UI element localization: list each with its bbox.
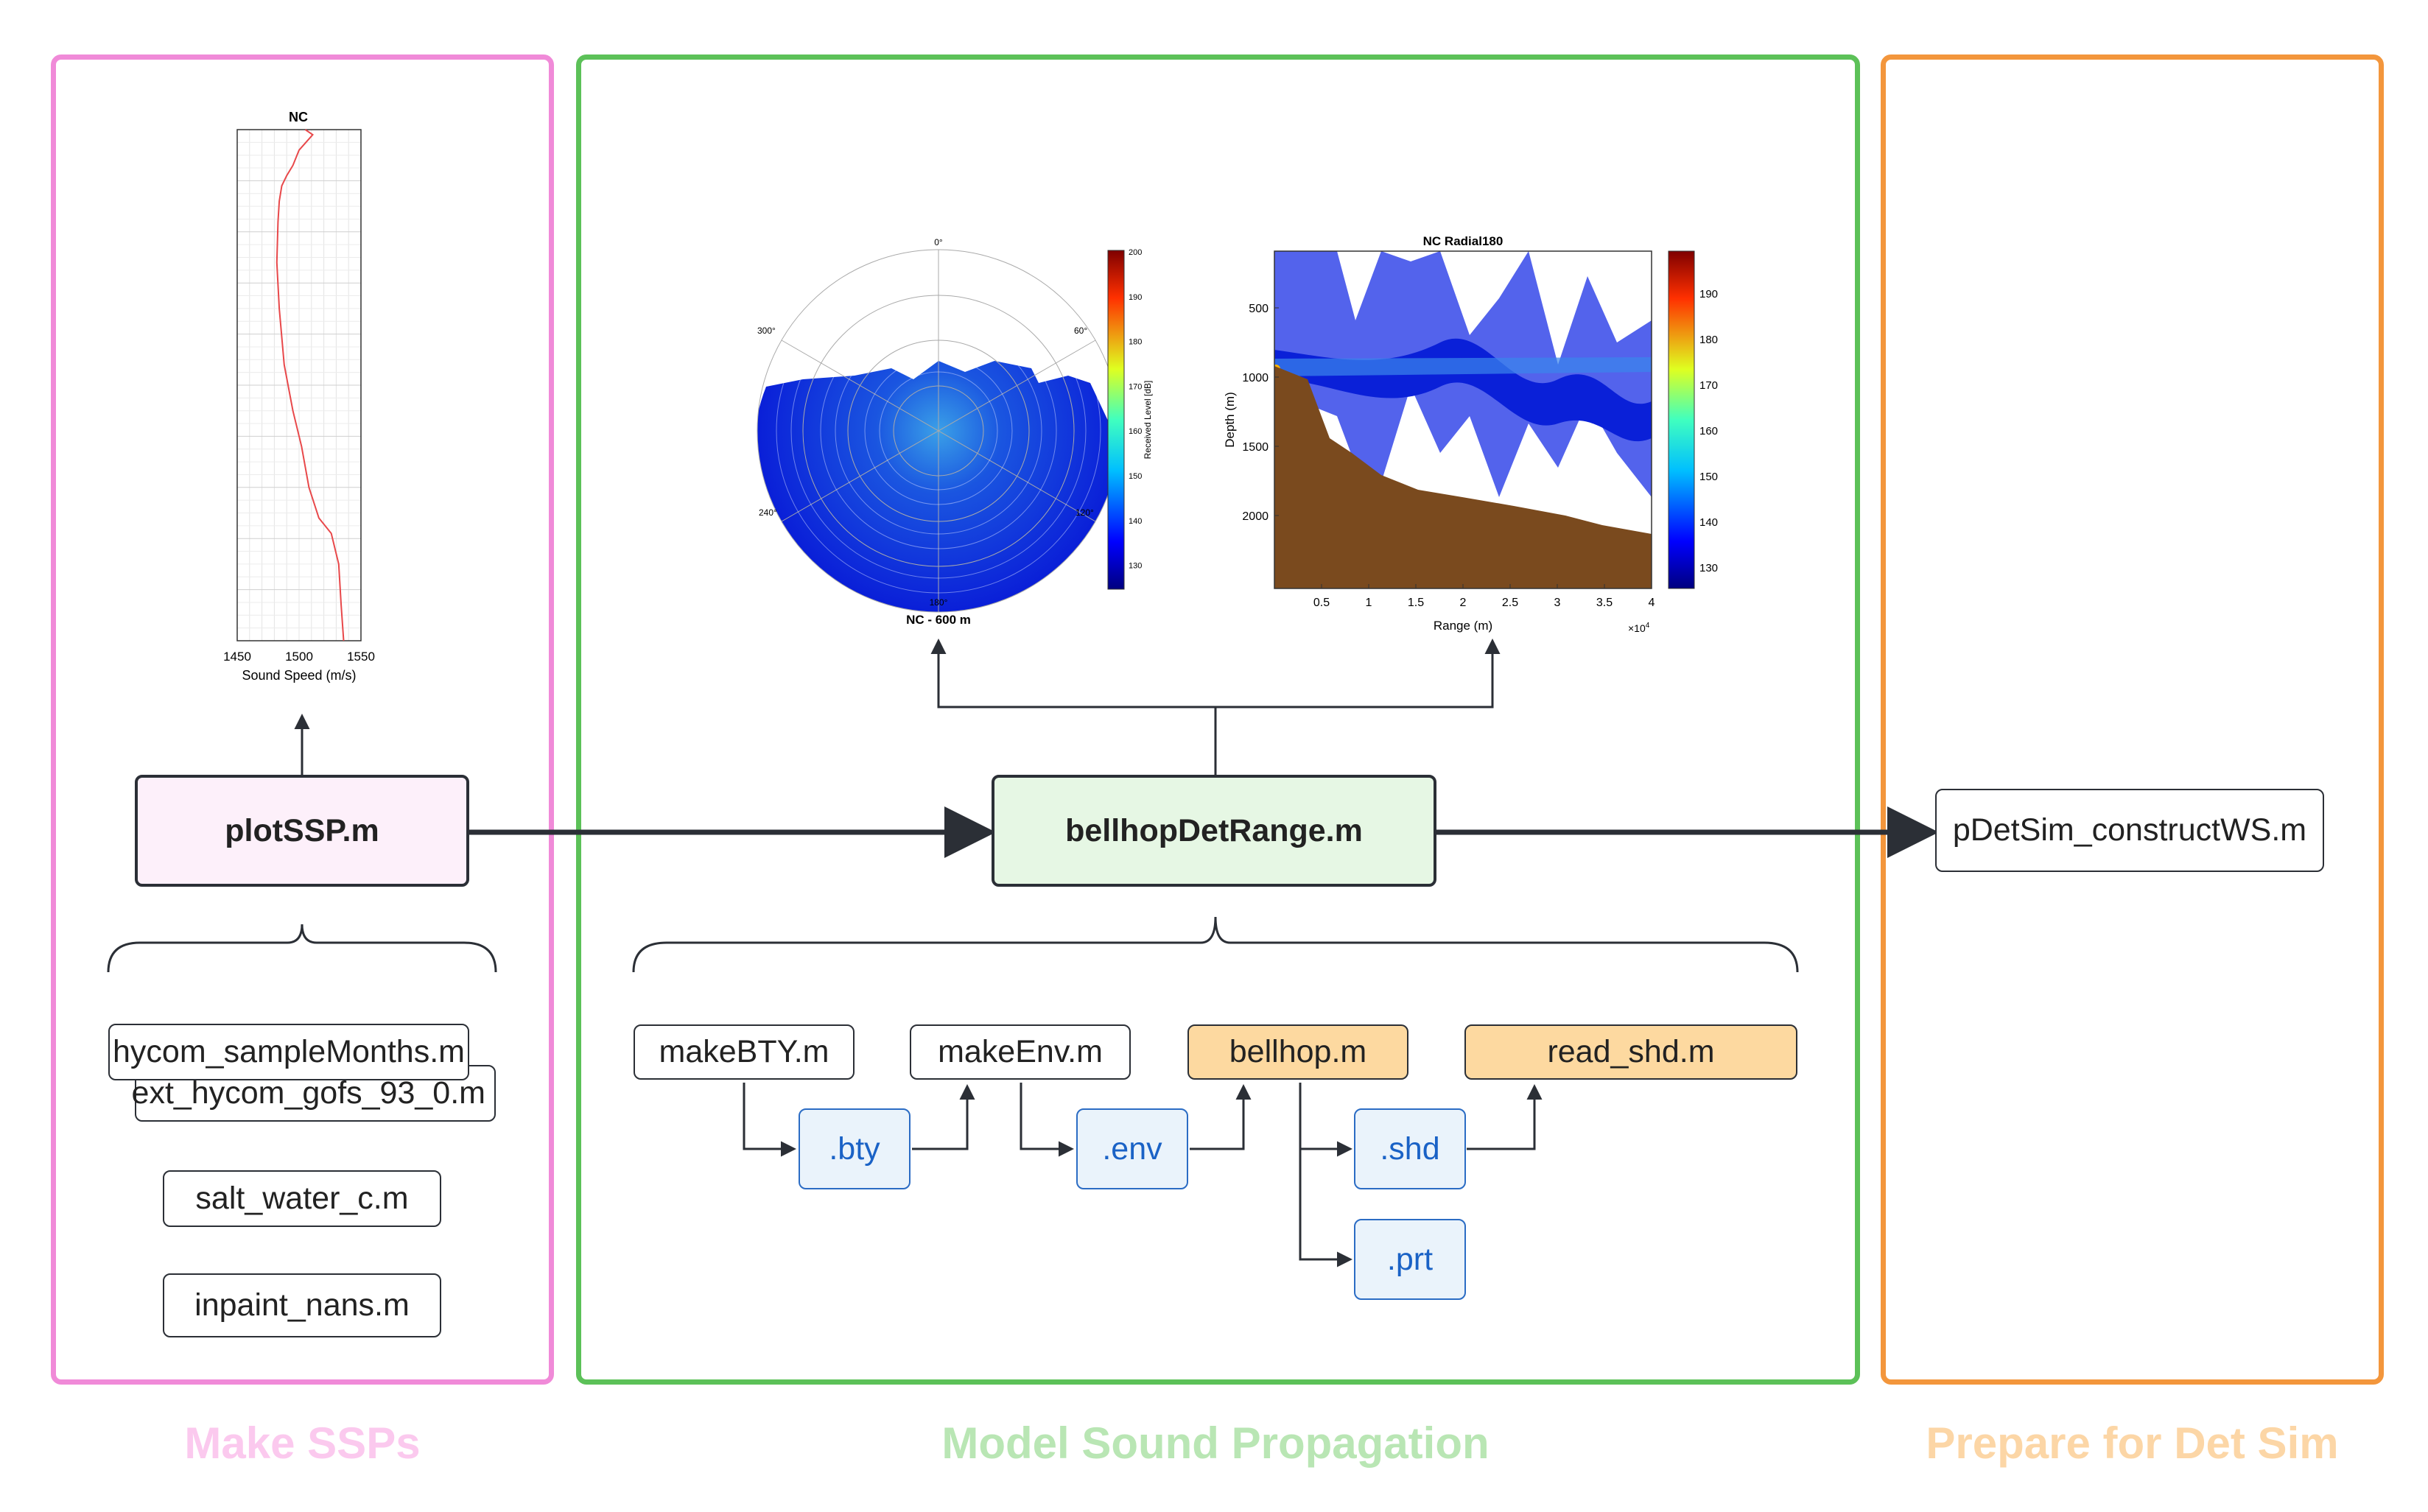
ssp-line — [276, 129, 345, 641]
radial-ytick: 500 — [1249, 303, 1269, 315]
ssp-plot-area — [236, 129, 362, 641]
ssp-xlabel: Sound Speed (m/s) — [242, 668, 356, 683]
radial-plot-title: NC Radial180 — [1423, 234, 1504, 248]
polar-angle-180: 180° — [930, 597, 948, 608]
radial-cb-tick: 150 — [1699, 471, 1718, 483]
polar-angle-120: 120° — [1076, 507, 1094, 518]
radial-colorbar — [1668, 250, 1695, 589]
ssp-plot-title: NC — [289, 110, 308, 124]
radial-xtick: 3.5 — [1596, 597, 1613, 609]
radial-xtick: 4 — [1649, 597, 1655, 609]
radial-cb-tick: 170 — [1699, 379, 1718, 392]
radial-ylabel: Depth (m) — [1223, 392, 1237, 448]
radial-xscale: ×104 — [1628, 622, 1650, 634]
radial-xtick: 1.5 — [1408, 597, 1424, 609]
polar-cb-tick: 150 — [1129, 472, 1142, 481]
bty-file-node[interactable]: .bty — [799, 1108, 910, 1189]
radial-xtick: 3 — [1554, 597, 1561, 609]
ssp-xtick-3: 1550 — [347, 650, 375, 664]
polar-cb-tick: 190 — [1129, 293, 1142, 302]
brace-make-ssps — [107, 924, 497, 973]
polar-angle-240: 240° — [759, 507, 777, 518]
polar-cb-tick: 140 — [1129, 517, 1142, 526]
prepare-det-sim-panel — [1881, 54, 2384, 1385]
model-propagation-label: Model Sound Propagation — [941, 1418, 1490, 1468]
radial-ytick: 1000 — [1242, 372, 1269, 384]
make-ssps-panel — [51, 54, 554, 1385]
polar-cb-tick: 180 — [1129, 338, 1142, 347]
make-ssps-label: Make SSPs — [184, 1418, 421, 1468]
polar-cb-tick: 170 — [1129, 382, 1142, 391]
bellhop-det-range-node[interactable]: bellhopDetRange.m — [992, 775, 1436, 887]
prt-file-node[interactable]: .prt — [1354, 1219, 1466, 1300]
radial-xtick: 1 — [1366, 597, 1372, 609]
make-bty-node[interactable]: makeBTY.m — [634, 1024, 855, 1080]
radial-cb-tick: 140 — [1699, 516, 1718, 529]
env-file-node[interactable]: .env — [1076, 1108, 1188, 1189]
ssp-xtick-2: 1500 — [285, 650, 313, 664]
shd-file-node[interactable]: .shd — [1354, 1108, 1466, 1189]
hycom-sample-months-node[interactable]: hycom_sampleMonths.m — [108, 1024, 469, 1080]
prepare-det-sim-label: Prepare for Det Sim — [1926, 1418, 2339, 1468]
polar-cb-tick: 160 — [1129, 427, 1142, 436]
inpaint-nans-node[interactable]: inpaint_nans.m — [163, 1273, 441, 1337]
plotssp-node[interactable]: plotSSP.m — [135, 775, 469, 887]
radial-xtick: 0.5 — [1313, 597, 1330, 609]
radial-cb-tick: 160 — [1699, 425, 1718, 437]
polar-cb-tick: 130 — [1129, 562, 1142, 571]
radial-plot: NC Radial180 0.5 1 1.5 2 2.5 3 3.5 4 500 1000 150… — [1223, 234, 1718, 634]
arrow-bellhop-to-plots — [937, 642, 1494, 775]
radial-xlabel: Range (m) — [1434, 619, 1492, 633]
polar-angle-300: 300° — [757, 326, 776, 336]
polar-angle-0: 0° — [934, 237, 943, 247]
radial-xtick: 2.5 — [1502, 597, 1518, 609]
polar-cb-tick: 200 — [1129, 248, 1142, 257]
bellhop-node[interactable]: bellhop.m — [1187, 1024, 1408, 1080]
polar-angle-60: 60° — [1074, 326, 1087, 336]
ssp-xtick-1: 1450 — [223, 650, 251, 664]
read-shd-node[interactable]: read_shd.m — [1464, 1024, 1797, 1080]
salt-water-node[interactable]: salt_water_c.m — [163, 1170, 441, 1227]
radial-xtick: 2 — [1460, 597, 1467, 609]
pdetsim-node[interactable]: pDetSim_constructWS.m — [1935, 789, 2324, 872]
model-propagation-panel — [576, 54, 1860, 1385]
ssp-plot: NC 1450 1500 1550 Sound Speed (m/s) — [223, 110, 375, 683]
polar-plot: 0° 60° 120° 180° 240° 300° NC - 600 m 20… — [757, 237, 1153, 627]
polar-colorbar — [1107, 250, 1125, 590]
brace-model-propagation — [632, 916, 1799, 973]
radial-ytick: 2000 — [1242, 510, 1269, 523]
polar-colorbar-label: Received Level [dB] — [1143, 381, 1153, 460]
radial-cb-tick: 180 — [1699, 334, 1718, 346]
polar-plot-title: NC - 600 m — [906, 613, 971, 627]
radial-cb-tick: 190 — [1699, 288, 1718, 300]
make-env-node[interactable]: makeEnv.m — [910, 1024, 1131, 1080]
radial-cb-tick: 130 — [1699, 562, 1718, 574]
radial-ytick: 1500 — [1242, 441, 1269, 454]
